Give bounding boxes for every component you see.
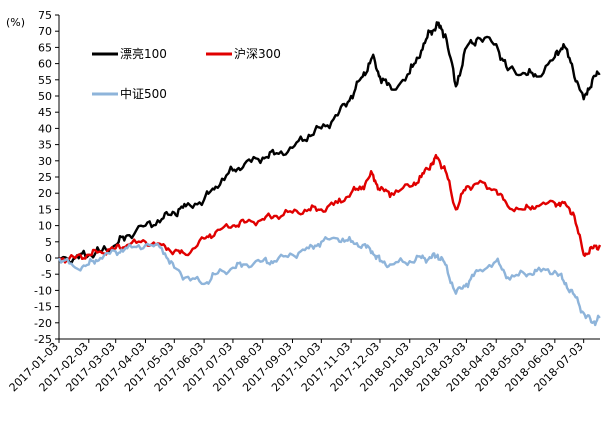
y-tick-label: -25 — [34, 333, 52, 346]
series-line-2 — [58, 153, 602, 264]
y-axis-unit-label: (%) — [6, 16, 25, 29]
y-tick-label: 75 — [38, 9, 52, 22]
y-tick-label: -20 — [34, 317, 52, 330]
legend: 漂亮100 沪深300 中证500 — [92, 46, 281, 101]
y-tick-label: 25 — [38, 171, 52, 184]
y-tick-label: 45 — [38, 106, 52, 119]
y-tick-label: 55 — [38, 74, 52, 87]
y-tick-label: 35 — [38, 139, 52, 152]
y-tick-label: 20 — [38, 187, 52, 200]
series-line-1 — [58, 21, 601, 265]
y-tick-label: -10 — [34, 284, 52, 297]
y-tick-label: 10 — [38, 220, 52, 233]
y-axis-ticks: -25 -20 -15 -10 -5 0 5 10 15 20 25 30 35 40 45 50 55 60 65… — [34, 9, 59, 346]
x-axis-ticks: 2017-01-032017-02-032017-03-032017-04-03… — [7, 339, 586, 394]
y-tick-label: 50 — [38, 90, 52, 103]
y-tick-label: 15 — [38, 203, 52, 216]
legend-label-3: 中证500 — [120, 86, 167, 101]
y-tick-label: -5 — [41, 268, 52, 281]
y-tick-label: 40 — [38, 122, 52, 135]
series-lines — [57, 21, 602, 327]
legend-label-1: 漂亮100 — [120, 46, 167, 61]
y-tick-label: 0 — [45, 252, 52, 265]
y-tick-label: -15 — [34, 301, 52, 314]
legend-label-2: 沪深300 — [234, 47, 281, 61]
y-tick-label: 60 — [38, 58, 52, 71]
y-tick-label: 5 — [45, 236, 52, 249]
plot-frame — [58, 15, 600, 340]
y-tick-label: 30 — [38, 155, 52, 168]
y-tick-label: 70 — [38, 25, 52, 38]
y-tick-label: 65 — [38, 41, 52, 54]
series-line-3 — [57, 235, 601, 327]
